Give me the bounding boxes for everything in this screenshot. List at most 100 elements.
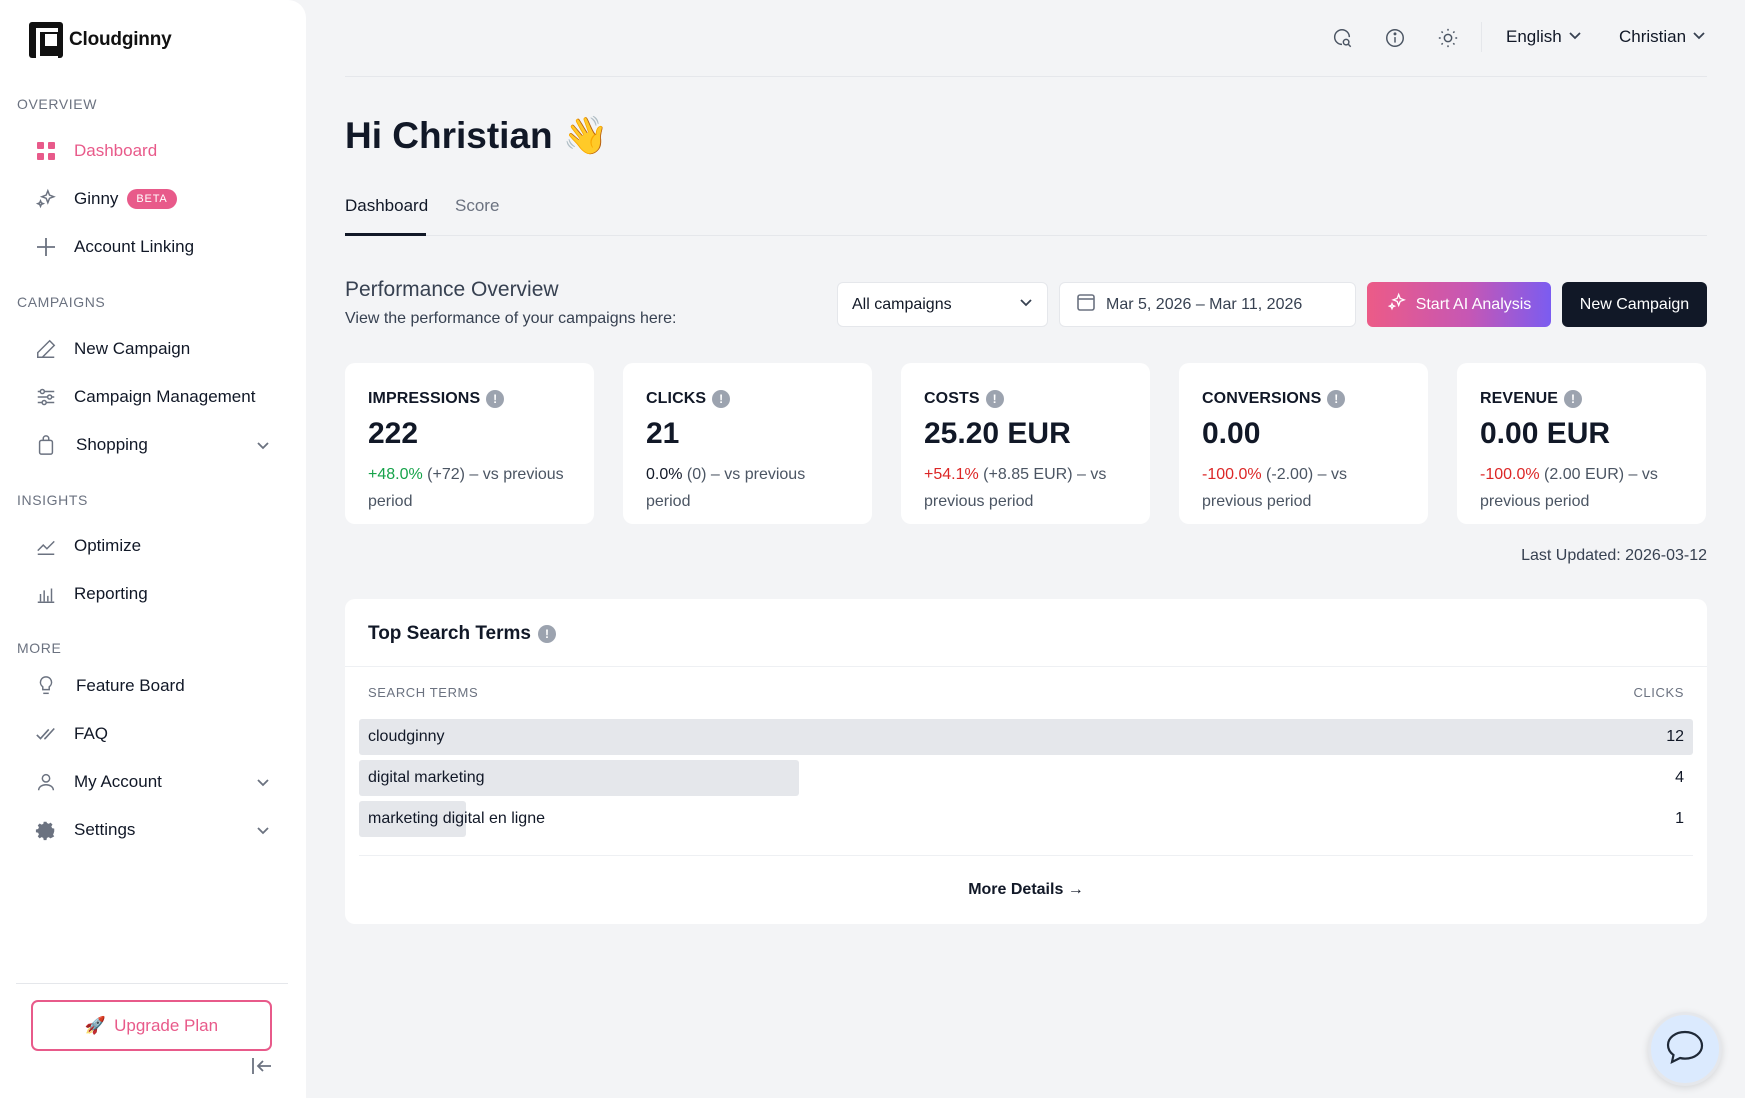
search-term: cloudginny bbox=[368, 728, 445, 745]
sidebar-item-label: Optimize bbox=[74, 536, 142, 555]
info-icon[interactable]: ! bbox=[985, 390, 1004, 408]
sidebar-item-label: Dashboard bbox=[74, 141, 158, 160]
campaign-filter-value: All campaigns bbox=[852, 295, 952, 313]
date-range-value: Mar 5, 2026 – Mar 11, 2026 bbox=[1106, 295, 1303, 313]
term-share-bar bbox=[359, 760, 800, 796]
sidebar-item-label: Shopping bbox=[76, 435, 148, 454]
kpi-value: 0.00 bbox=[1202, 417, 1261, 450]
sidebar-item-label: Feature Board bbox=[76, 676, 185, 695]
ai-button-label: Start AI Analysis bbox=[1415, 295, 1532, 313]
info-icon[interactable]: ! bbox=[486, 390, 505, 408]
kpi-value: 21 bbox=[646, 417, 680, 450]
tabs-divider bbox=[345, 235, 1707, 236]
user-name: Christian bbox=[1619, 27, 1687, 46]
chevron-down-icon bbox=[1692, 27, 1706, 47]
sidebar: Cloudginny OVERVIEW Dashboard Ginny BETA… bbox=[0, 0, 306, 1098]
sidebar-item-label: My Account bbox=[74, 772, 162, 791]
language-dropdown[interactable]: English bbox=[1506, 27, 1582, 47]
campaign-filter-select[interactable]: All campaigns bbox=[837, 282, 1048, 327]
column-header-clicks: CLICKS bbox=[1633, 685, 1684, 700]
logo[interactable]: Cloudginny bbox=[29, 22, 172, 60]
column-header-search-terms: SEARCH TERMS bbox=[368, 685, 479, 700]
logo-mark-icon bbox=[29, 22, 63, 60]
plus-icon bbox=[34, 235, 58, 259]
upgrade-plan-button[interactable]: 🚀 Upgrade Plan bbox=[31, 1000, 272, 1051]
sidebar-divider bbox=[16, 983, 288, 984]
search-chat-icon[interactable] bbox=[1330, 26, 1354, 50]
sidebar-item-campaign-management[interactable]: Campaign Management bbox=[34, 381, 274, 413]
chevron-down-icon bbox=[256, 822, 270, 842]
start-ai-analysis-button[interactable]: Start AI Analysis bbox=[1367, 282, 1551, 327]
info-icon[interactable] bbox=[1383, 26, 1407, 50]
sidebar-item-optimize[interactable]: Optimize bbox=[34, 530, 274, 562]
gear-icon bbox=[34, 818, 58, 842]
beta-badge: BETA bbox=[127, 189, 177, 209]
sidebar-item-label: Ginny bbox=[74, 189, 119, 208]
sidebar-item-ginny[interactable]: Ginny BETA bbox=[34, 183, 274, 215]
sidebar-item-new-campaign[interactable]: New Campaign bbox=[34, 333, 274, 365]
sparkles-icon bbox=[1387, 292, 1407, 317]
sidebar-item-dashboard[interactable]: Dashboard bbox=[34, 135, 274, 167]
sparkles-icon bbox=[34, 187, 58, 211]
kpi-delta: 0.0% (0) – vs previous period bbox=[646, 466, 806, 510]
sun-icon[interactable] bbox=[1436, 26, 1460, 50]
table-row[interactable]: digital marketing 4 bbox=[359, 760, 1693, 796]
more-details-link[interactable]: More Details → bbox=[968, 881, 1084, 898]
tab-score[interactable]: Score bbox=[455, 196, 500, 215]
last-updated: Last Updated: 2026-03-12 bbox=[1521, 547, 1707, 564]
kpi-value: 0.00 EUR bbox=[1480, 417, 1611, 450]
lightbulb-icon bbox=[34, 674, 58, 698]
info-icon[interactable]: ! bbox=[537, 625, 556, 643]
kpi-label: REVENUE bbox=[1480, 390, 1559, 407]
chevron-down-icon bbox=[1019, 295, 1033, 314]
kpi-card-conversions: CONVERSIONS! 0.00 -100.0% (-2.00) – vs p… bbox=[1179, 363, 1428, 524]
kpi-label: CONVERSIONS bbox=[1202, 390, 1322, 407]
sidebar-item-label: Reporting bbox=[74, 584, 148, 603]
table-row[interactable]: marketing digital en ligne 1 bbox=[359, 801, 1693, 837]
chat-widget-button[interactable] bbox=[1648, 1012, 1722, 1086]
user-icon bbox=[34, 770, 58, 794]
chevron-down-icon bbox=[1568, 27, 1582, 47]
sidebar-item-faq[interactable]: FAQ bbox=[34, 718, 274, 750]
kpi-card-costs: COSTS! 25.20 EUR +54.1% (+8.85 EUR) – vs… bbox=[901, 363, 1150, 524]
sidebar-item-account-linking[interactable]: Account Linking bbox=[34, 231, 274, 263]
kpi-value: 222 bbox=[368, 417, 419, 450]
divider bbox=[345, 666, 1707, 667]
user-dropdown[interactable]: Christian bbox=[1619, 27, 1706, 47]
term-clicks: 4 bbox=[1675, 769, 1684, 786]
sidebar-item-my-account[interactable]: My Account bbox=[34, 766, 274, 798]
kpi-card-revenue: REVENUE! 0.00 EUR -100.0% (2.00 EUR) – v… bbox=[1457, 363, 1706, 524]
kpi-delta: +54.1% (+8.85 EUR) – vs previous period bbox=[924, 466, 1107, 510]
shopping-bag-icon bbox=[34, 433, 58, 457]
tab-dashboard[interactable]: Dashboard bbox=[345, 196, 429, 215]
section-insights: INSIGHTS bbox=[17, 492, 88, 508]
calendar-icon bbox=[1076, 292, 1096, 317]
table-row[interactable]: cloudginny 12 bbox=[359, 719, 1693, 755]
topbar-divider bbox=[345, 76, 1707, 77]
kpi-delta: +48.0% (+72) – vs previous period bbox=[368, 466, 564, 510]
sidebar-item-reporting[interactable]: Reporting bbox=[34, 578, 274, 610]
new-campaign-button[interactable]: New Campaign bbox=[1562, 282, 1707, 327]
chat-bubble-icon bbox=[1664, 1028, 1706, 1071]
section-campaigns: CAMPAIGNS bbox=[17, 294, 106, 310]
info-icon[interactable]: ! bbox=[1564, 390, 1583, 408]
card-title: Top Search Terms bbox=[368, 623, 531, 644]
sidebar-item-settings[interactable]: Settings bbox=[34, 814, 274, 846]
sidebar-item-feature-board[interactable]: Feature Board bbox=[34, 670, 274, 702]
grid-icon bbox=[34, 139, 58, 163]
search-term: digital marketing bbox=[368, 769, 485, 786]
sidebar-item-shopping[interactable]: Shopping bbox=[34, 429, 274, 461]
collapse-sidebar-icon[interactable] bbox=[251, 1056, 273, 1081]
pencil-icon bbox=[34, 337, 58, 361]
info-icon[interactable]: ! bbox=[712, 390, 731, 408]
kpi-label: COSTS bbox=[924, 390, 980, 407]
sidebar-item-label: Settings bbox=[74, 820, 136, 839]
term-clicks: 1 bbox=[1675, 810, 1684, 827]
date-range-picker[interactable]: Mar 5, 2026 – Mar 11, 2026 bbox=[1059, 282, 1356, 327]
info-icon[interactable]: ! bbox=[1327, 390, 1346, 408]
rocket-icon: 🚀 bbox=[84, 1015, 107, 1035]
section-title: Performance Overview bbox=[345, 278, 559, 301]
bar-chart-icon bbox=[34, 582, 58, 606]
section-more: MORE bbox=[17, 640, 62, 656]
term-clicks: 12 bbox=[1666, 728, 1684, 745]
